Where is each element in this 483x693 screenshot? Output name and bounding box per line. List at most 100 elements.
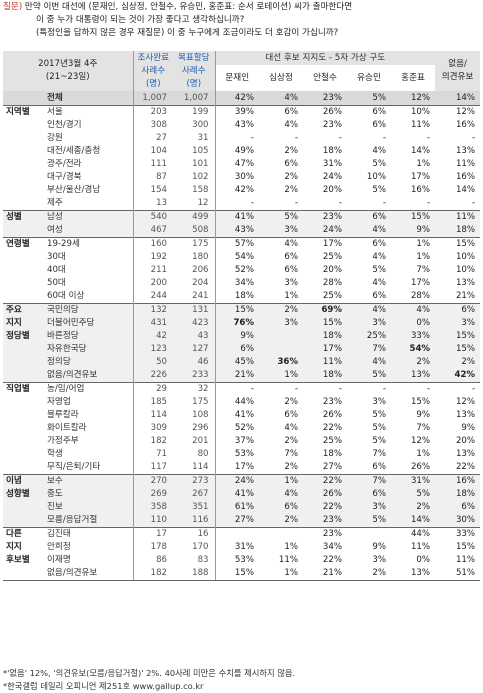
group-label [3, 343, 45, 356]
value-cell: 10% [455, 265, 476, 275]
value-cell: - [382, 133, 387, 143]
segment-label: 여성 [45, 224, 134, 238]
value-cell: 23% [322, 120, 343, 130]
segment-label: 바른정당 [45, 330, 134, 343]
header-n2-line2: 사례수 [181, 65, 206, 76]
value-cell: - [250, 133, 255, 143]
table-row: 후보별 이재명 86 83 53% 11% 22% 3% 0% 11% [3, 554, 480, 567]
value-cell: 7% [347, 343, 392, 356]
segment-label: 자유한국당 [45, 343, 134, 356]
value-cell: 4% [347, 356, 392, 369]
value-cell: 44% [234, 397, 255, 407]
value-cell: 2% [347, 567, 392, 581]
n-target: 267 [173, 488, 216, 501]
value-cell: 1% [391, 237, 436, 251]
n-completed: 111 [150, 159, 168, 169]
value-cell: 5% [372, 159, 387, 169]
value-cell: - [426, 133, 431, 143]
value-cell: 39% [215, 105, 260, 119]
segment-label: 정의당 [45, 356, 134, 369]
table-row: 전체 1,007 1,007 42% 4% 23% 5% 12% 14% [3, 91, 481, 106]
segment-label: 서울 [45, 105, 134, 119]
footnotes: *'없음' 12%, '의견유보(모름/응답거절)' 2%. 40사례 미만은 … [3, 667, 295, 693]
segment-label: 진보 [45, 501, 134, 514]
value-cell: 76% [215, 317, 260, 330]
n-completed: 110 [133, 514, 174, 528]
question-line-3: (특정인을 답하지 않은 경우 재질문) 이 중 누구에게 조금이라도 더 호감… [36, 28, 339, 38]
value-cell: 22% [455, 462, 476, 472]
n-completed: 50 [133, 356, 174, 369]
header-candidate: 문재인 [225, 72, 250, 83]
table-row: 광주/전라 111 101 47% 6% 31% 5% 1% 11% [3, 158, 480, 171]
segment-label: 보수 [45, 474, 134, 488]
segment-label: 없음/의견유보 [45, 567, 134, 581]
group-label: 후보별 [6, 555, 30, 565]
value-cell: 13% [455, 146, 476, 156]
header-candidate: 심상정 [269, 72, 293, 83]
value-cell: 10% [455, 252, 476, 262]
value-cell: 49% [234, 146, 255, 156]
n-completed: 185 [150, 397, 168, 407]
value-cell [259, 343, 304, 356]
segment-label: 모름/응답거절 [45, 514, 134, 528]
value-cell: 6% [347, 237, 392, 251]
group-label [3, 171, 45, 184]
value-cell: 26% [322, 410, 343, 420]
n-target: 105 [173, 145, 216, 158]
table-row: 정당별 바른정당 42 43 9% 18% 25% 33% 15% [3, 330, 481, 343]
value-cell: 16% [455, 172, 476, 182]
n-completed: 270 [133, 474, 174, 488]
value-cell: 13% [455, 410, 476, 420]
segment-label: 광주/전라 [45, 158, 134, 171]
header-n1-line3: (명) [145, 78, 161, 89]
n-completed: 104 [150, 146, 168, 156]
table-row: 모름/응답거절 110 116 27% 2% 23% 5% 14% 30% [3, 514, 481, 528]
value-cell: 34% [322, 542, 343, 552]
table-row: 인천/경기 308 300 43% 4% 23% 6% 11% 16% [3, 119, 480, 132]
n-completed: 269 [133, 488, 174, 501]
table-row: 여성 467 508 43% 3% 24% 4% 9% 18% [3, 224, 481, 238]
group-label: 주요 [3, 303, 45, 317]
header-n2-line3: (명) [186, 78, 202, 89]
n-target: 300 [173, 119, 216, 132]
value-cell: 3% [372, 397, 387, 407]
value-cell: - [259, 382, 304, 396]
value-cell: 10% [366, 172, 387, 182]
n-completed: 13 [156, 198, 168, 208]
value-cell: 5% [347, 369, 392, 383]
value-cell: 17% [410, 172, 431, 182]
value-cell: 1% [416, 449, 431, 459]
value-cell: 2% [284, 185, 299, 195]
n-completed: 467 [133, 224, 174, 238]
group-label [3, 448, 45, 461]
value-cell: 11% [435, 210, 481, 224]
segment-label: 안희정 [45, 541, 134, 554]
n-completed: 244 [150, 291, 168, 301]
n-target: 180 [173, 251, 216, 264]
table-row: 부산/울산/경남 154 158 42% 2% 20% 5% 16% 14% [3, 184, 480, 197]
segment-label: 제주 [45, 197, 134, 211]
value-cell: 1% [259, 369, 304, 383]
value-cell: 25% [322, 252, 343, 262]
value-cell: 20% [322, 185, 343, 195]
table-row: 강원 27 31 - - - - - - [3, 132, 480, 145]
segment-label: 30대 [45, 251, 134, 264]
value-cell: 33% [391, 330, 436, 343]
n-target: 1,007 [173, 91, 216, 106]
value-cell: 51% [435, 567, 481, 581]
value-cell: 11% [455, 159, 476, 169]
value-cell: 41% [215, 488, 260, 501]
value-cell: 4% [372, 252, 387, 262]
value-cell: 1% [259, 567, 304, 581]
table-row: 화이트칼라 309 296 52% 4% 22% 5% 7% 9% [3, 422, 480, 435]
value-cell: 2% [284, 436, 299, 446]
value-cell: 1% [259, 474, 304, 488]
value-cell: 1% [284, 291, 299, 301]
value-cell: 42% [215, 91, 260, 106]
value-cell: 18% [435, 488, 481, 501]
value-cell: 14% [455, 185, 476, 195]
segment-label: 자영업 [45, 396, 134, 409]
value-cell: 53% [234, 449, 255, 459]
table-row: 60대 이상 244 241 18% 1% 25% 6% 28% 21% [3, 290, 480, 304]
value-cell: 21% [215, 369, 260, 383]
